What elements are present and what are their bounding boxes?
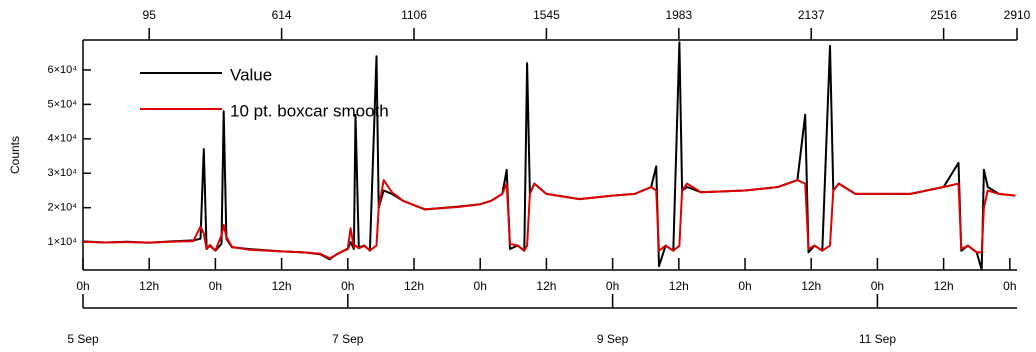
y-tick-label: 2×10⁴ bbox=[47, 202, 77, 214]
legend-label: Value bbox=[230, 65, 272, 84]
x-tick-label: 12h bbox=[404, 279, 424, 293]
y-tick-label: 1×10⁴ bbox=[47, 236, 77, 248]
x-tick-label: 12h bbox=[139, 279, 159, 293]
x2-tick-label: 1106 bbox=[401, 8, 427, 22]
date-tick-label: 7 Sep bbox=[332, 332, 364, 346]
x2-tick-label: 1545 bbox=[533, 8, 560, 22]
x-tick-label: 12h bbox=[272, 279, 292, 293]
series-line bbox=[82, 179, 1016, 260]
x-tick-label: 12h bbox=[669, 279, 689, 293]
x2-tick-label: 2137 bbox=[798, 8, 825, 22]
x-tick-label: 0h bbox=[1003, 279, 1016, 293]
x-tick-label: 0h bbox=[606, 279, 619, 293]
series-line bbox=[82, 41, 1016, 271]
legend-label: 10 pt. boxcar smooth bbox=[230, 101, 389, 120]
x2-tick-label: 614 bbox=[272, 8, 292, 22]
date-tick-label: 5 Sep bbox=[67, 332, 99, 346]
x-tick-label: 0h bbox=[76, 279, 89, 293]
date-tick-label: 9 Sep bbox=[597, 332, 629, 346]
y-tick-label: 4×10⁴ bbox=[47, 133, 77, 145]
x2-tick-label: 1983 bbox=[665, 8, 692, 22]
x-tick-label: 0h bbox=[738, 279, 751, 293]
x2-tick-label: 2910 bbox=[1004, 8, 1031, 22]
y-tick-label: 3×10⁴ bbox=[47, 167, 77, 179]
y-tick-label: 6×10⁴ bbox=[47, 64, 77, 76]
x-tick-label: 12h bbox=[801, 279, 821, 293]
date-tick-label: 11 Sep bbox=[859, 332, 896, 346]
x-tick-label: 0h bbox=[871, 279, 884, 293]
x-tick-label: 12h bbox=[934, 279, 954, 293]
x-tick-label: 12h bbox=[536, 279, 556, 293]
x-tick-label: 0h bbox=[474, 279, 487, 293]
x2-tick-label: 2516 bbox=[930, 8, 957, 22]
y-tick-label: 5×10⁴ bbox=[47, 98, 77, 110]
x-tick-label: 0h bbox=[209, 279, 222, 293]
x-tick-label: 0h bbox=[341, 279, 354, 293]
x2-tick-label: 95 bbox=[143, 8, 157, 22]
y-axis-label: Counts bbox=[8, 136, 22, 174]
